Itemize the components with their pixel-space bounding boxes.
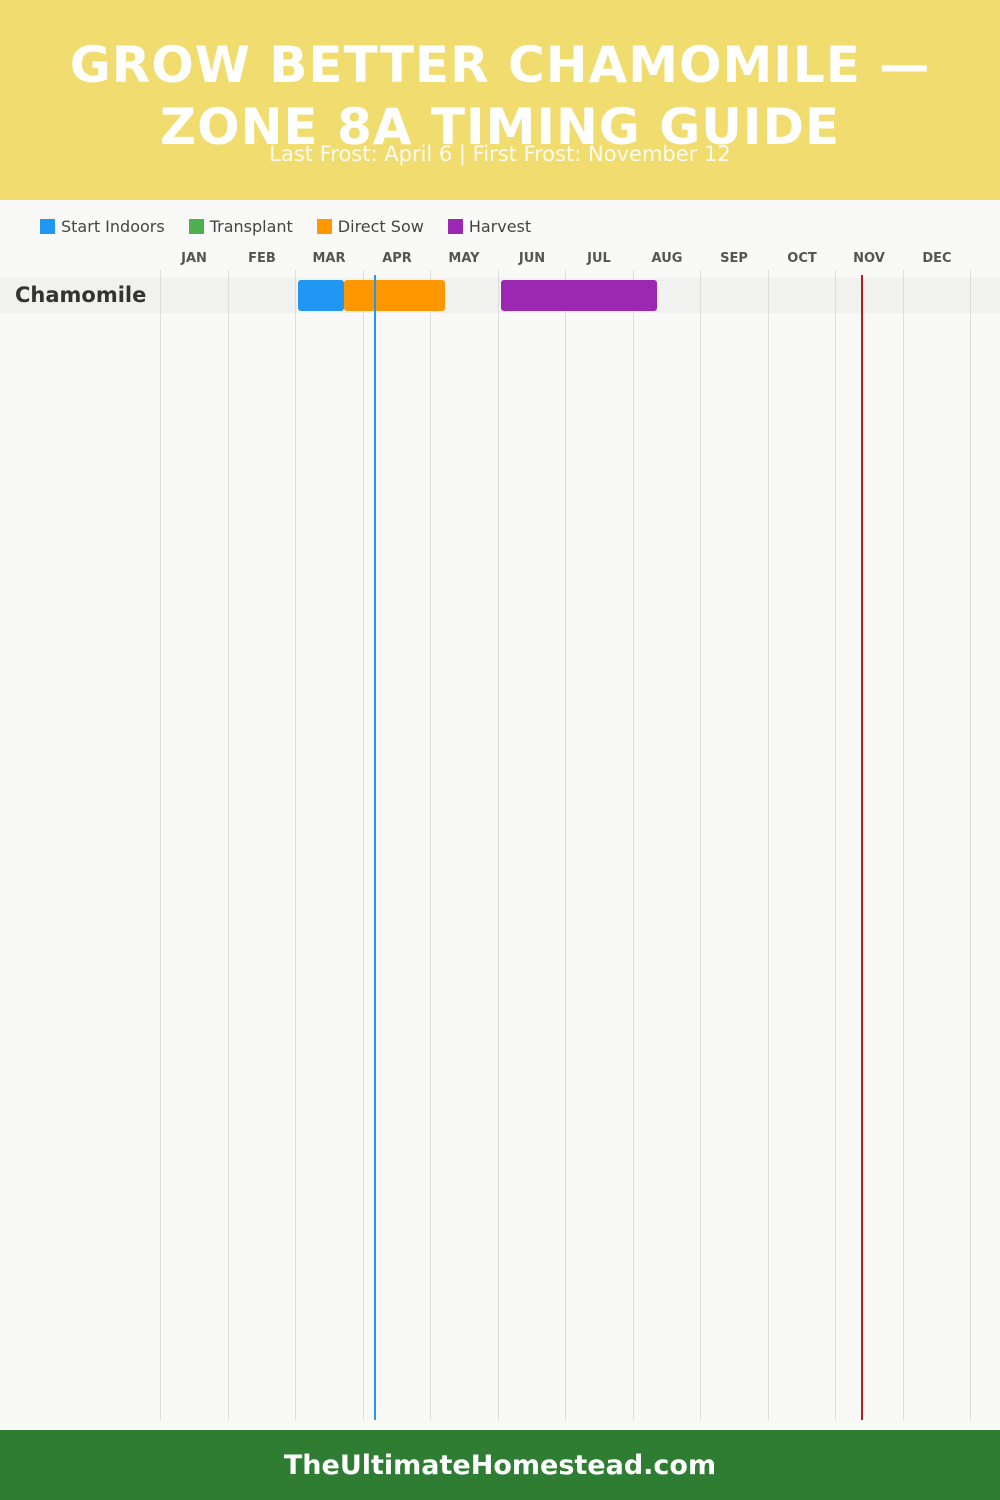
- legend-label: Transplant: [209, 216, 293, 236]
- month-grid-line: [363, 270, 364, 1420]
- frost-line-first-frost: [861, 275, 863, 1420]
- month-tick-label-feb: FEB: [248, 251, 276, 266]
- crop-row-background: [0, 278, 1000, 313]
- legend-label: Direct Sow: [337, 216, 424, 236]
- month-tick-label-mar: MAR: [312, 251, 346, 266]
- month-tick-label-dec: DEC: [922, 251, 952, 266]
- month-tick-label-oct: OCT: [787, 251, 817, 266]
- month-tick-label-jan: JAN: [181, 251, 207, 266]
- header-banner: GROW BETTER CHAMOMILE — ZONE 8A TIMING G…: [0, 0, 1000, 200]
- footer-website-link[interactable]: TheUltimateHomestead.com: [283, 1449, 717, 1481]
- month-grid-line: [430, 270, 431, 1420]
- crop-label: Chamomile: [15, 283, 147, 307]
- month-grid-line: [903, 270, 904, 1420]
- footer-banner: TheUltimateHomestead.com: [0, 1430, 1000, 1500]
- month-tick-label-sep: SEP: [720, 251, 748, 266]
- legend-item-start-indoors: Start Indoors: [40, 217, 165, 236]
- month-tick-label-jul: JUL: [587, 251, 611, 266]
- month-grid-line: [160, 270, 161, 1420]
- legend-label: Harvest: [468, 216, 532, 236]
- frost-dates-subtitle: Last Frost: April 6 | First Frost: Novem…: [269, 142, 731, 166]
- month-grid-line: [768, 270, 769, 1420]
- month-tick-label-nov: NOV: [853, 251, 885, 266]
- month-grid-line: [295, 270, 296, 1420]
- legend-swatch: [40, 218, 55, 234]
- legend-item-transplant: Transplant: [188, 216, 293, 236]
- month-grid-line: [228, 270, 229, 1420]
- month-grid-line: [565, 270, 566, 1420]
- month-tick-label-apr: APR: [382, 251, 412, 266]
- month-tick-label-may: MAY: [448, 251, 480, 266]
- legend-item-harvest: Harvest: [447, 216, 532, 236]
- page-title: GROW BETTER CHAMOMILE — ZONE 8A TIMING G…: [69, 36, 931, 156]
- month-grid-line: [633, 270, 634, 1420]
- frost-line-last-frost: [374, 275, 377, 1420]
- month-grid-line: [700, 270, 701, 1420]
- legend-item-direct-sow: Direct Sow: [316, 216, 424, 236]
- legend-swatch: [447, 218, 463, 234]
- month-grid-line: [970, 270, 971, 1420]
- month-grid-line: [498, 270, 499, 1420]
- legend-swatch: [188, 218, 204, 234]
- legend-swatch: [316, 218, 332, 234]
- bar-harvest: [500, 280, 657, 311]
- month-tick-label-aug: AUG: [651, 251, 683, 266]
- legend-label: Start Indoors: [61, 216, 165, 236]
- month-tick-label-jun: JUN: [518, 251, 546, 266]
- month-grid-line: [835, 270, 836, 1420]
- chart-legend: Start Indoors Transplant Direct Sow Harvest: [40, 214, 555, 238]
- bar-start-indoors: [298, 280, 344, 311]
- bar-direct-sow: [343, 280, 445, 311]
